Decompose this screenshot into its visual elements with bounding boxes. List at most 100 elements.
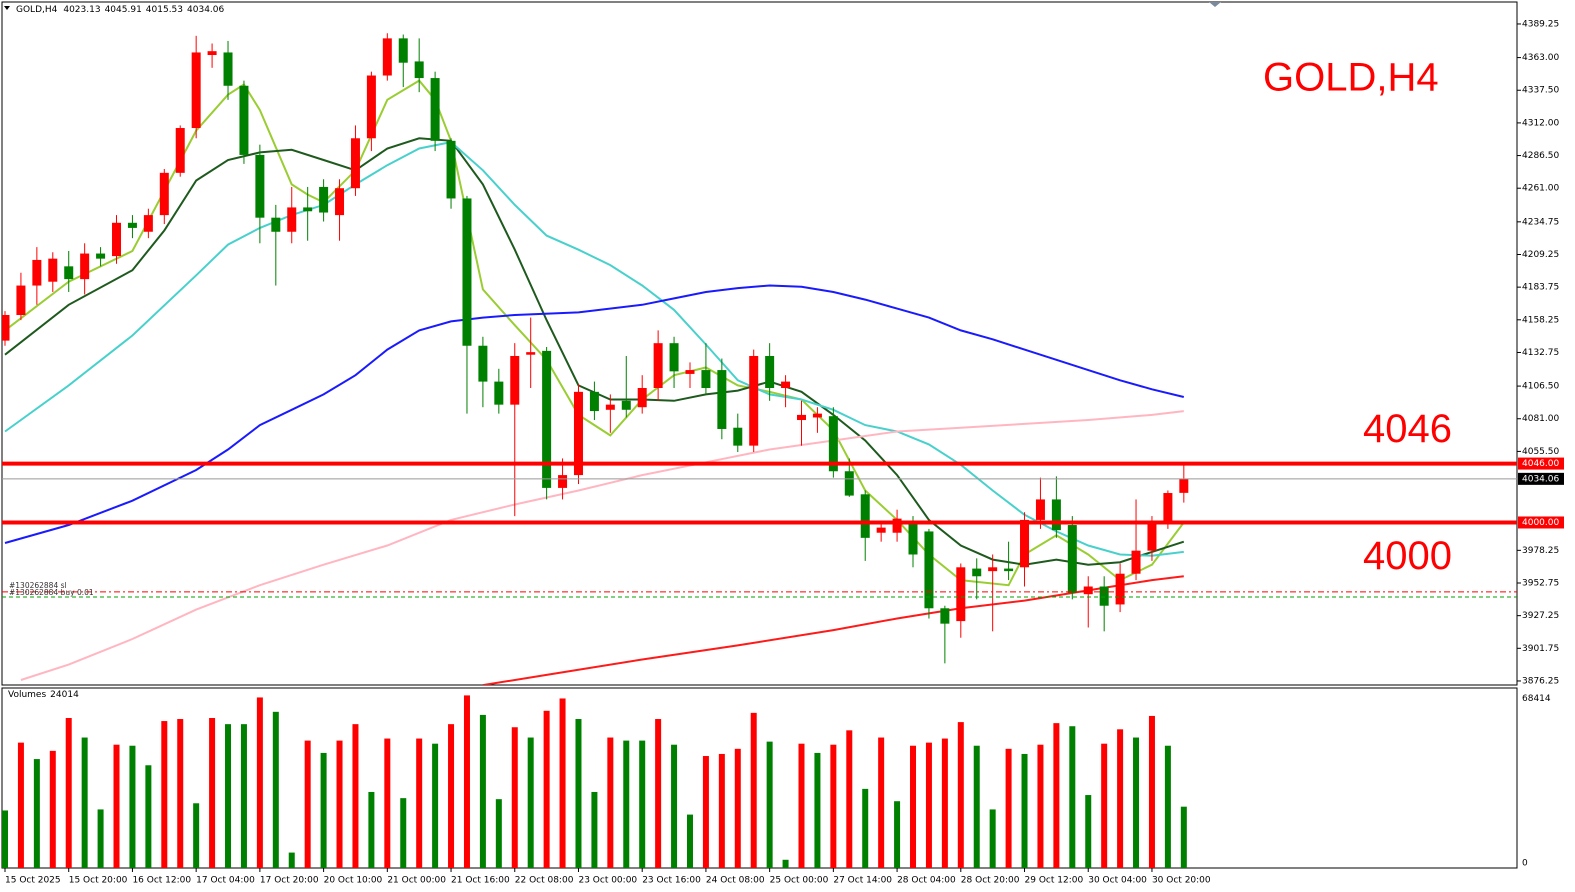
candle-body [112,222,122,257]
x-tick-label: 17 Oct 20:00 [260,876,319,886]
volume-header: Volumes 24014 [8,690,79,700]
volume-bar [1133,737,1140,868]
candle-body [605,404,615,410]
candle-body [478,345,488,382]
volume-bar [272,711,279,868]
candle-body [191,52,201,129]
volume-bar [862,788,869,868]
candle-body [940,608,950,624]
volume-bar [655,719,662,868]
candle-body [80,253,90,280]
level-label: 4000 [1363,534,1452,578]
volume-bar [2,810,8,868]
volume-bar [925,742,932,868]
candle-body [972,568,982,577]
y-tick-label: 4183.75 [1522,283,1559,293]
candle-body [287,207,297,232]
candle-body [319,186,329,213]
order-label: #130262884 sl [9,581,67,590]
x-tick-label: 22 Oct 08:00 [515,876,574,886]
y-tick-label: 4055.50 [1522,447,1559,457]
volume-bar [495,799,502,868]
volume-bar [814,752,821,868]
candle-body [956,567,966,622]
candle-body [1067,525,1077,593]
volume-bar [702,756,709,868]
candle-body [860,494,870,538]
x-tick-label: 25 Oct 00:00 [770,876,829,886]
candle-body [382,38,392,76]
volume-title: Volumes [8,690,46,700]
volume-bar [304,740,311,868]
volume-bar [209,718,216,868]
volume-bar [989,809,996,868]
volume-bar [973,745,980,868]
y-tick-label: 4158.25 [1522,315,1559,325]
symbol: GOLD,H4 [16,5,58,15]
volume-bar [607,737,614,868]
volume-bar [798,743,805,868]
volume-bar [416,738,423,868]
y-tick-label: 3876.25 [1522,676,1559,686]
x-tick-label: 28 Oct 20:00 [961,876,1020,886]
candle-body [765,355,775,389]
candle-body [1051,499,1061,531]
candle-body [542,350,552,488]
candle-body [685,370,695,374]
shift-marker [1209,2,1221,7]
volume-bar [1005,748,1012,868]
candle-body [143,215,153,232]
volume-bar [320,752,327,868]
x-tick-label: 24 Oct 08:00 [706,876,765,886]
candle-body [669,343,679,372]
chart-header: GOLD,H4 4023.13 4045.91 4015.53 4034.06 [16,5,225,15]
candle-body [717,370,727,429]
menu-arrow[interactable] [4,6,10,10]
candle-body [207,51,217,56]
volume-bar [941,738,948,868]
volume-tick-label: 68414 [1522,694,1551,704]
moving-average-line [4,79,1185,587]
volume-bar [33,759,40,868]
candle-body [1020,519,1030,568]
candle-body [271,217,281,232]
volume-bar [543,710,550,868]
candle-body [462,198,472,346]
candle-body [127,222,137,228]
candle-body [398,38,408,63]
y-tick-label: 4261.00 [1522,184,1559,194]
volume-bar [1148,715,1155,868]
candle-body [96,253,106,259]
candle-body [733,427,743,446]
y-tick-label: 3901.75 [1522,644,1559,654]
volume-bar [352,724,359,868]
overlay: 4389.25 4363.00 4337.50 4312.00 4286.50 4261.… [4,19,1564,886]
candle-body [637,388,647,408]
x-tick-label: 21 Oct 00:00 [387,876,446,886]
volume-bar [479,714,486,868]
candle-body [303,207,313,212]
main-pane [1,1,1518,686]
x-tick-label: 21 Oct 16:00 [451,876,510,886]
volume-bar [734,748,741,868]
candle-body [1163,493,1173,523]
volume-bar [65,718,72,868]
volume-bar [1180,806,1187,868]
volume-bar [591,791,598,868]
candle-body [430,78,440,141]
symbol-watermark: GOLD,H4 [1263,56,1439,100]
volume-bar [432,743,439,868]
volume-bar [113,744,120,868]
volume-bar [1164,745,1171,868]
candle-body [1131,550,1141,574]
volume-bar [368,791,375,868]
candle-body [239,85,249,155]
volume-bar [240,724,247,868]
volume-bar [129,745,136,868]
volume-bar [145,765,152,868]
y-tick-label: 4132.75 [1522,348,1559,358]
volume-bar [894,801,901,868]
level-label: 4046 [1363,407,1452,451]
candle-body [828,416,838,472]
volume-bar [193,803,200,868]
